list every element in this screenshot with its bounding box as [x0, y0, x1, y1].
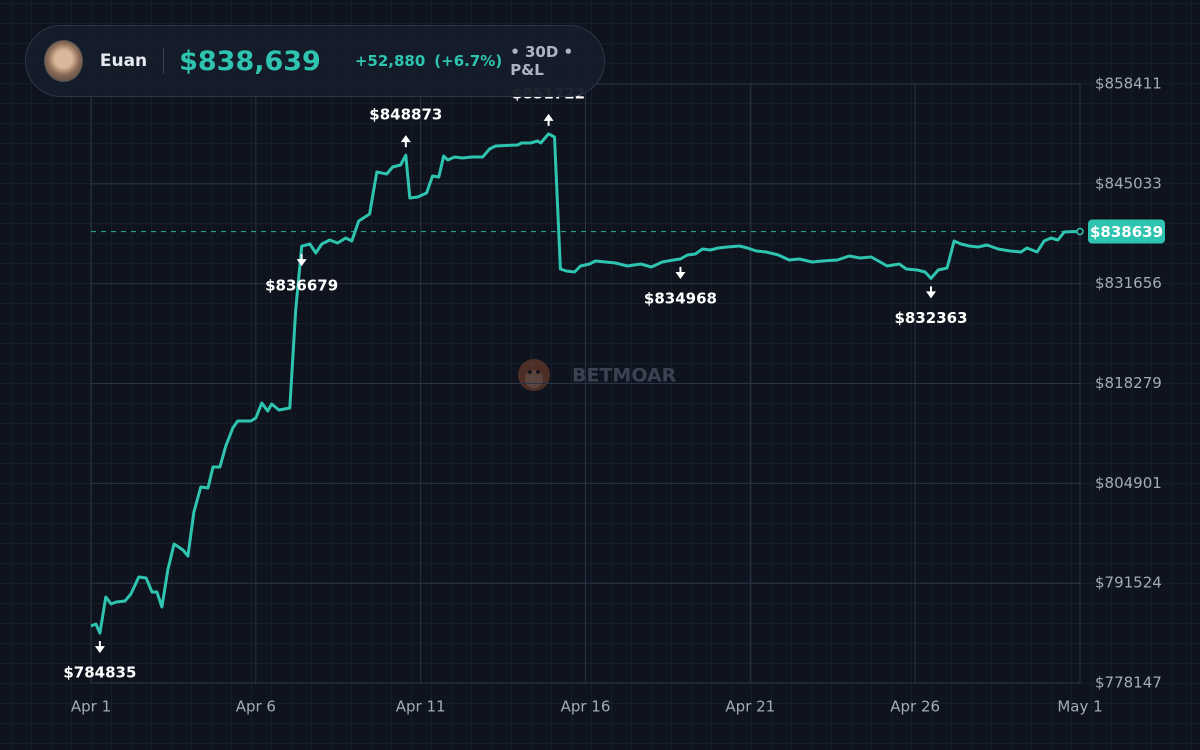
user-name: Euan [99, 51, 148, 71]
annotation-arrowhead [296, 259, 307, 267]
annotation-arrowhead [94, 646, 105, 654]
x-tick-label: Apr 11 [396, 698, 446, 716]
grid [90, 83, 1081, 684]
current-badge [1088, 219, 1165, 244]
watermark: BETMOAR [572, 365, 677, 387]
avatar [44, 40, 83, 82]
annotation-label: $834968 [644, 289, 717, 307]
x-tick-label: Apr 16 [561, 698, 611, 716]
watermark-icon [518, 359, 550, 391]
line [90, 132, 1080, 635]
y-tick-label: $778147 [1095, 674, 1162, 692]
annotation-label: $848873 [369, 106, 442, 124]
end-marker [1076, 227, 1084, 236]
x-tick-label: Apr 26 [890, 698, 940, 716]
divider [163, 48, 165, 74]
x-tick-label: Apr 6 [236, 698, 276, 716]
annotation-arrowhead [925, 291, 936, 299]
annotation-label: $832363 [894, 309, 967, 327]
header-card: Euan $838,639 +52,880 (+6.7%) • 30D • P&… [25, 25, 605, 97]
annotation-arrowhead [400, 135, 411, 143]
annotation-label: $784835 [63, 664, 136, 682]
annotation-arrowhead [543, 113, 554, 121]
y-tick-label: $845033 [1095, 174, 1162, 192]
x-tick-label: May 1 [1057, 698, 1102, 716]
y-tick-label: $818279 [1095, 374, 1162, 392]
period: • 30D • P&L [510, 43, 574, 79]
current-label: $838639 [1090, 223, 1163, 241]
y-tick-label: $791524 [1095, 574, 1162, 592]
y-tick-label: $804901 [1095, 474, 1162, 492]
balance: $838,639 [179, 45, 321, 77]
change: +52,880 [354, 52, 426, 70]
y-tick-label: $831656 [1095, 274, 1162, 292]
y-tick-label: $858411 [1095, 75, 1162, 93]
x-tick-label: Apr 1 [71, 698, 111, 716]
annotation-label: $836679 [265, 277, 338, 295]
change-percent: (+6.7%) [434, 52, 503, 70]
annotation-arrowhead [675, 271, 686, 279]
x-tick-label: Apr 21 [725, 698, 775, 716]
